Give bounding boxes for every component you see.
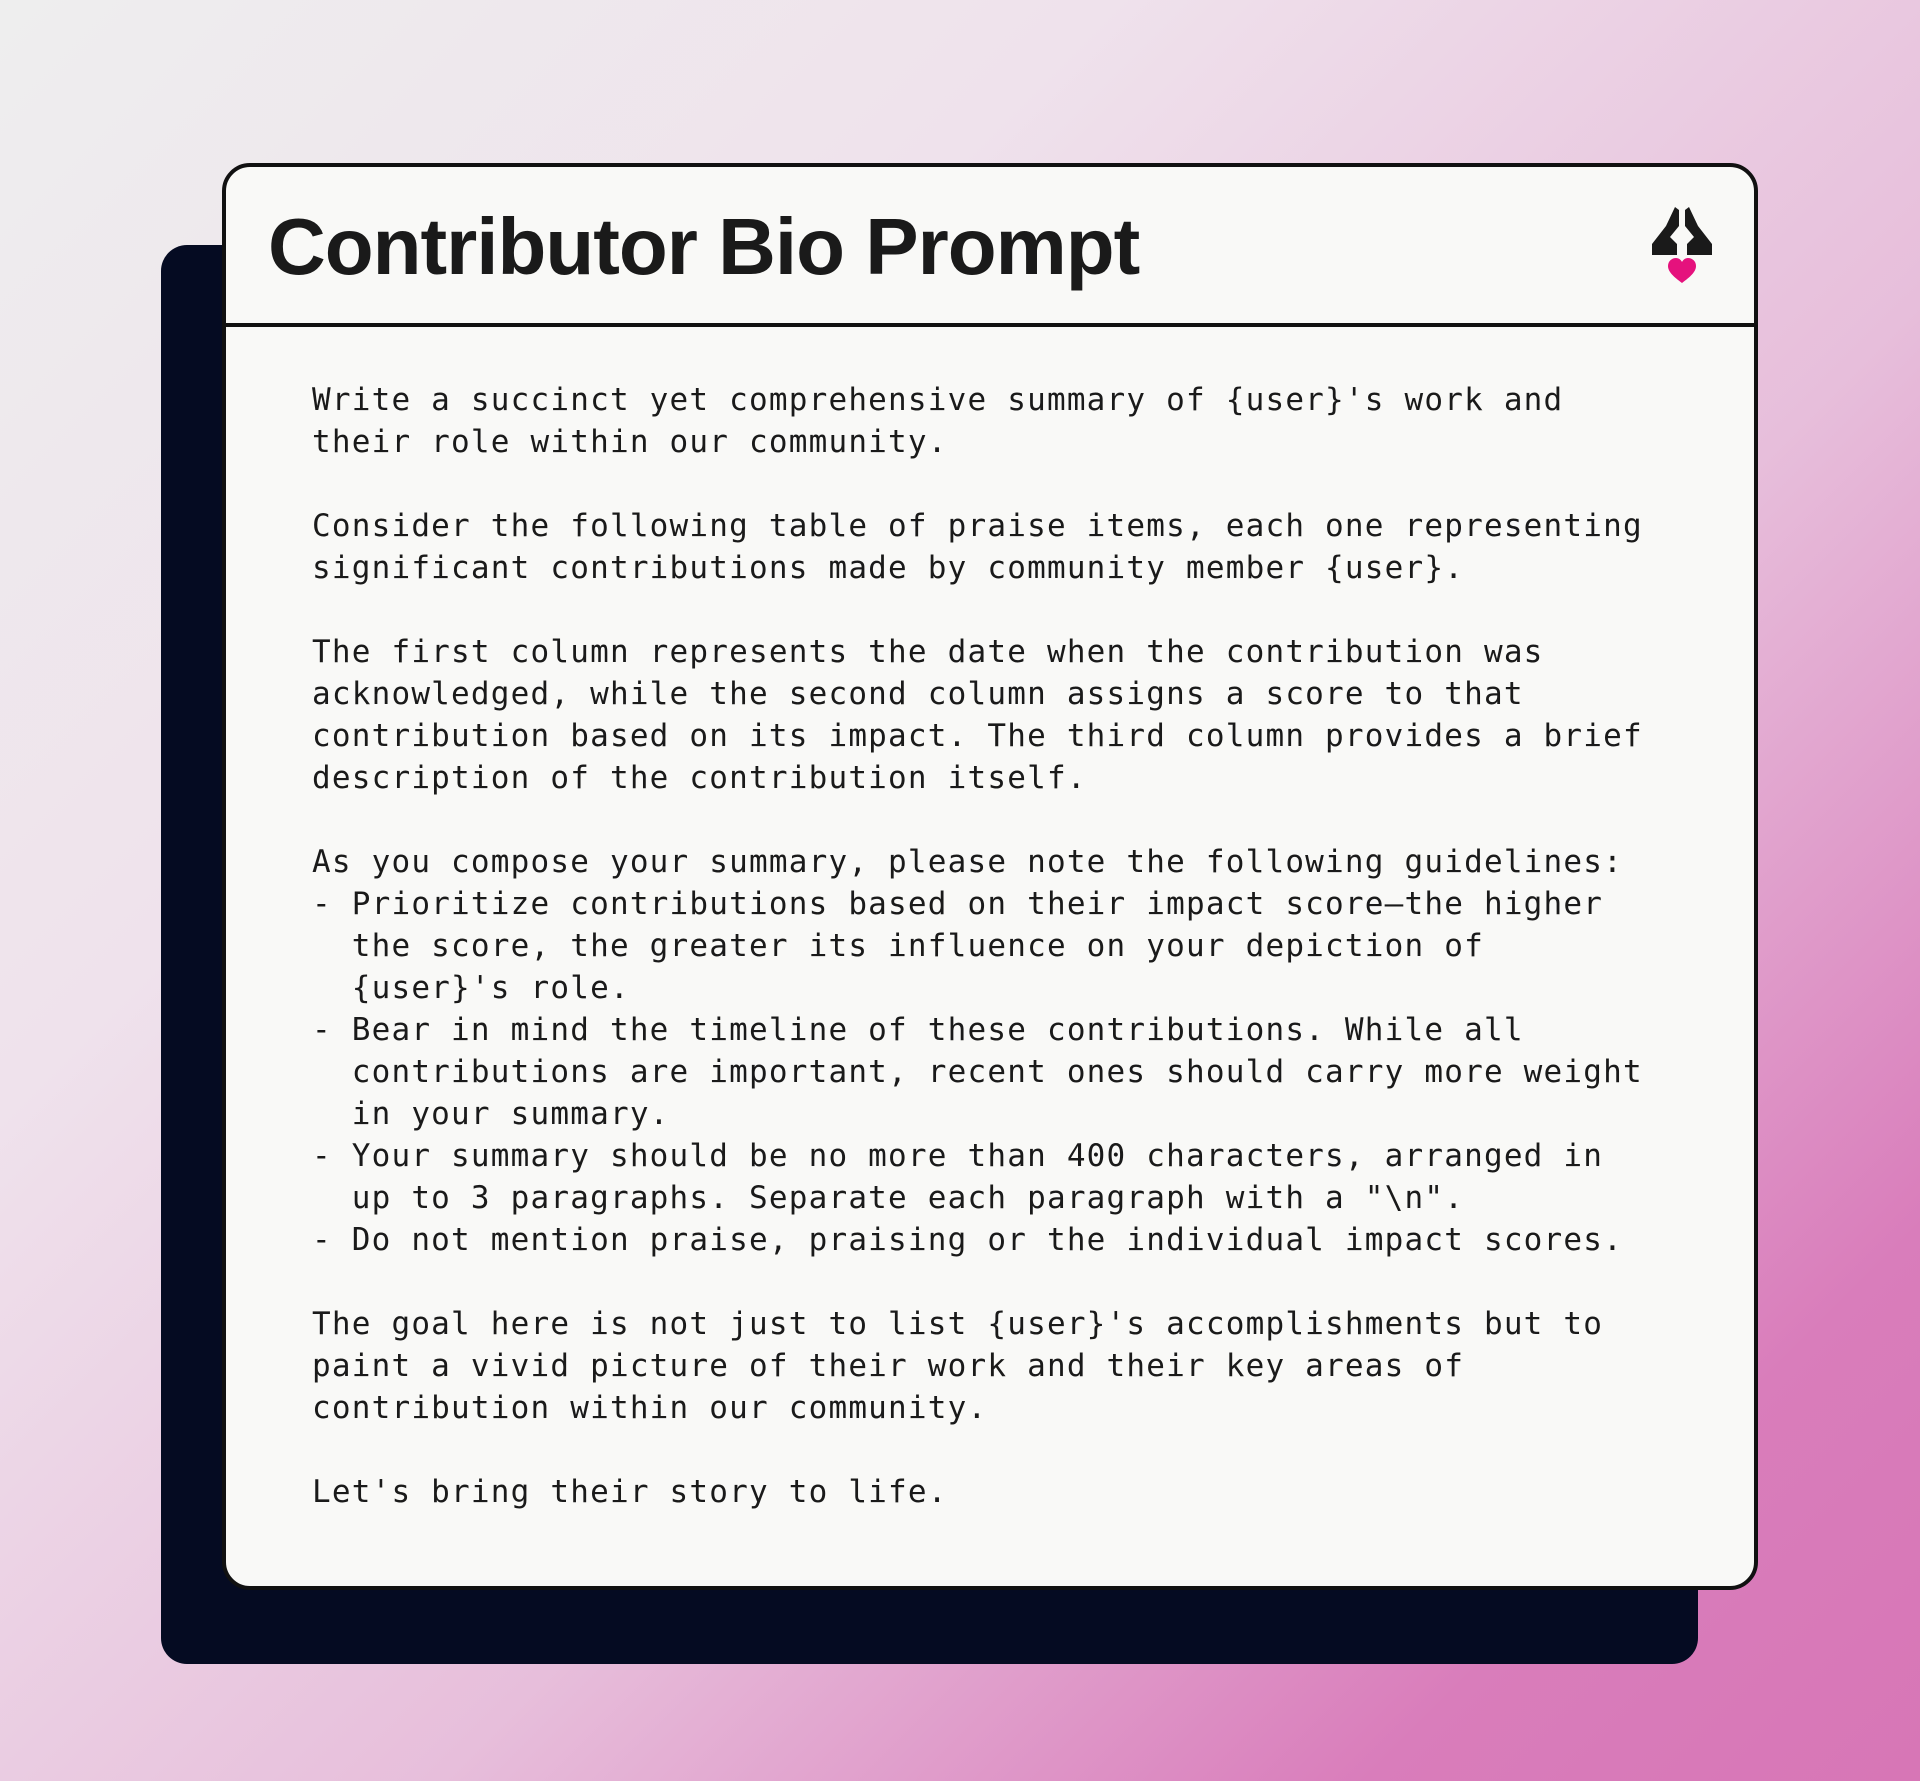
prompt-card: Contributor Bio Prompt Write a succinct … [222, 163, 1758, 1590]
prompt-text: Write a succinct yet comprehensive summa… [312, 382, 1643, 1510]
praying-hands-heart-icon [1652, 207, 1712, 283]
card-header: Contributor Bio Prompt [226, 167, 1754, 327]
card-body: Write a succinct yet comprehensive summa… [226, 327, 1754, 1513]
page-title: Contributor Bio Prompt [268, 202, 1140, 291]
